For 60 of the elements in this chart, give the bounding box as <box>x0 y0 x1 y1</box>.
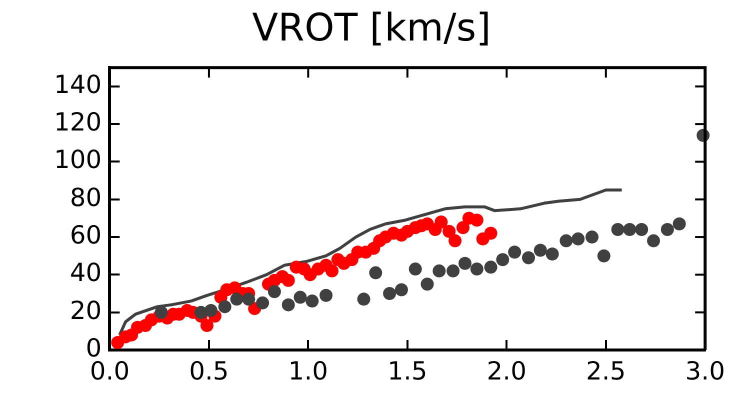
y-tick-label: 60 <box>70 220 102 250</box>
y-tick-label: 140 <box>54 70 102 99</box>
x-tick-label: 2.0 <box>486 356 527 386</box>
point <box>534 244 547 257</box>
point <box>394 283 408 296</box>
point <box>446 264 460 278</box>
point <box>458 256 472 270</box>
point <box>282 298 295 312</box>
point <box>369 266 382 280</box>
point <box>326 264 338 278</box>
point <box>154 306 168 319</box>
point <box>230 292 244 306</box>
point <box>256 296 270 310</box>
point <box>611 223 624 236</box>
point <box>306 294 319 308</box>
point <box>383 287 396 300</box>
point <box>420 278 434 291</box>
point <box>522 251 535 264</box>
y-tick-label: 80 <box>70 182 102 212</box>
point <box>408 262 422 276</box>
point <box>672 217 686 230</box>
chart-title: VROT [km/s] <box>252 6 491 50</box>
point <box>434 215 448 228</box>
point <box>218 300 232 314</box>
point <box>470 262 484 276</box>
point <box>508 246 522 259</box>
point <box>268 285 281 298</box>
point <box>484 260 498 274</box>
point <box>572 232 585 246</box>
y-tick-label: 40 <box>70 258 102 288</box>
point <box>448 234 462 248</box>
point <box>546 247 559 260</box>
point <box>432 264 446 278</box>
point <box>357 292 370 306</box>
point <box>635 223 648 236</box>
point <box>282 274 295 287</box>
point <box>647 234 660 248</box>
point <box>456 221 470 234</box>
x-tick-label: 3.0 <box>685 356 726 386</box>
point <box>320 288 333 302</box>
point <box>597 249 610 262</box>
point <box>442 224 456 238</box>
point <box>623 223 636 236</box>
point <box>242 292 256 306</box>
y-tick-label: 120 <box>54 108 102 137</box>
point <box>484 226 498 240</box>
y-tick-label: 20 <box>70 296 102 325</box>
point <box>470 214 484 227</box>
point <box>200 319 214 332</box>
point <box>660 223 674 236</box>
point <box>204 304 218 317</box>
point <box>585 230 598 244</box>
y-tick-label: 100 <box>54 145 102 174</box>
point <box>294 290 307 304</box>
x-tick-label: 1.0 <box>288 356 328 386</box>
x-tick-label: 2.5 <box>586 356 626 386</box>
x-tick-label: 0.5 <box>189 356 229 386</box>
point <box>496 253 510 266</box>
point <box>560 234 573 248</box>
x-tick-label: 1.5 <box>388 356 428 386</box>
